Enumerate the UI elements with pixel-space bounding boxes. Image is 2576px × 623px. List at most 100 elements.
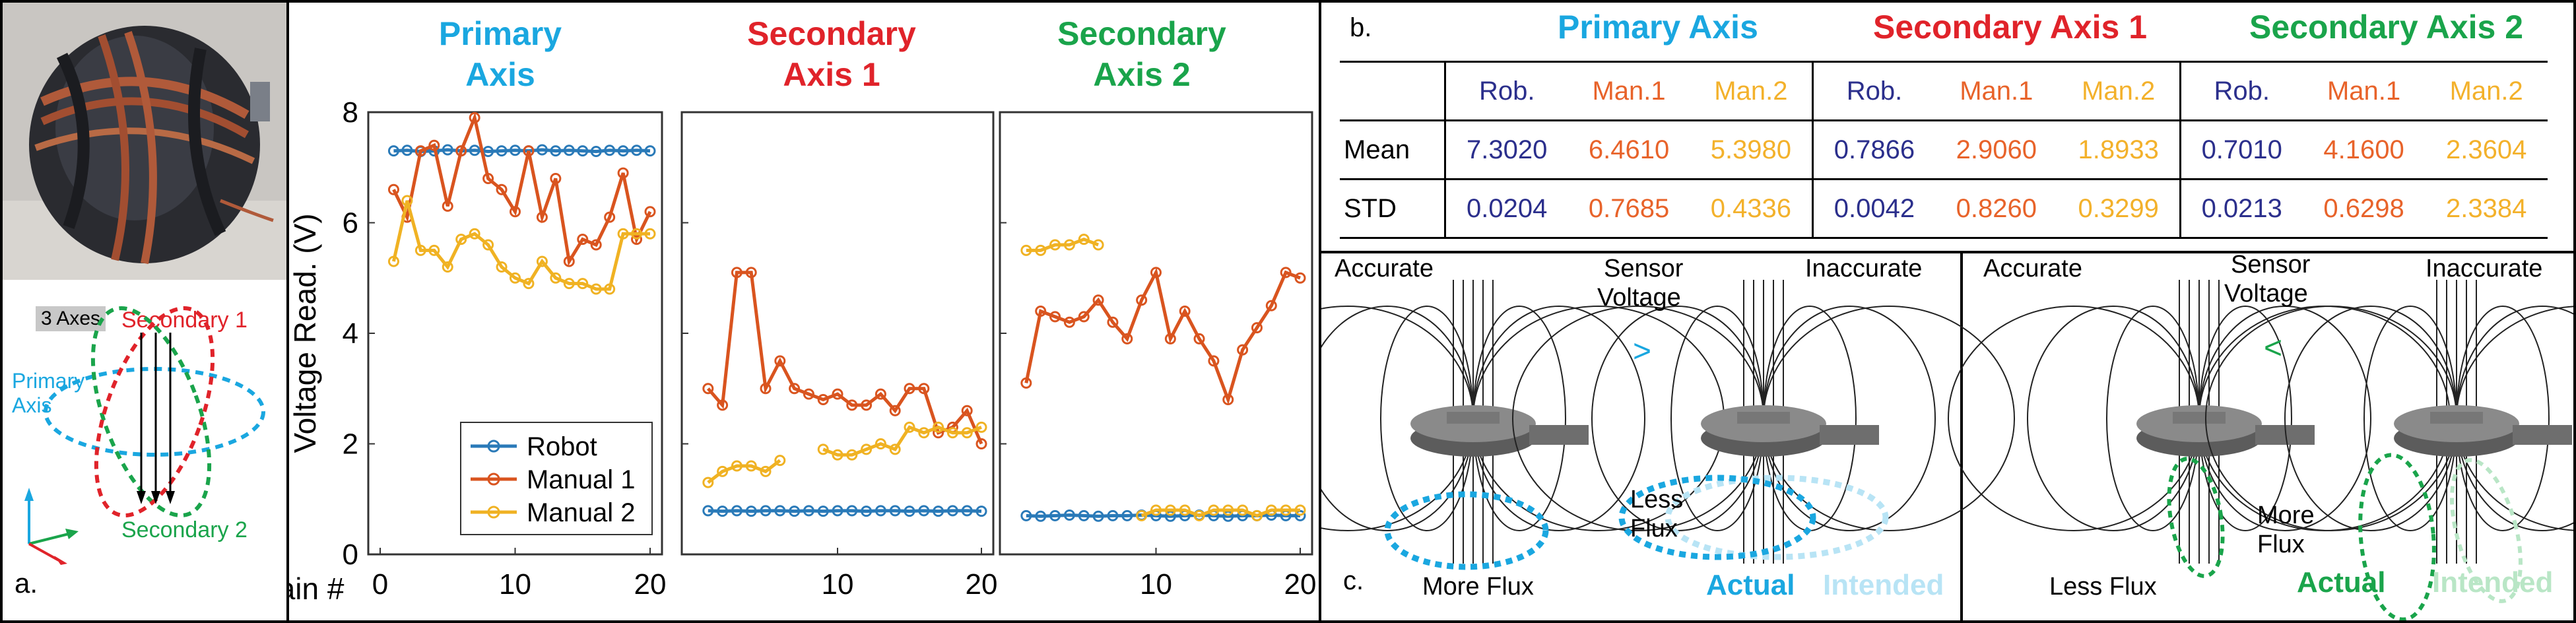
less-flux-label: Less Flux bbox=[2049, 573, 2157, 601]
data-point-robot bbox=[1035, 510, 1047, 522]
subheader-rob: Rob. bbox=[2214, 76, 2270, 106]
panel-a-label: a. bbox=[15, 568, 38, 599]
data-point-manual-1 bbox=[590, 239, 602, 251]
data-point-manual-1 bbox=[774, 355, 786, 367]
table-cell: 0.7866 bbox=[1833, 135, 1915, 164]
data-point-manual-2 bbox=[469, 228, 480, 240]
data-point-manual-2 bbox=[644, 228, 656, 240]
data-point-manual-1 bbox=[577, 234, 589, 246]
data-point-robot bbox=[550, 145, 562, 157]
inaccurate-label-left: Inaccurate bbox=[1805, 255, 1923, 282]
data-point-manual-1 bbox=[1265, 300, 1277, 312]
sensor-label-left-2: Voltage bbox=[1597, 284, 1681, 312]
data-point-manual-2 bbox=[1265, 504, 1277, 516]
data-point-manual-1 bbox=[387, 183, 399, 195]
data-point-manual-2 bbox=[832, 449, 843, 461]
coil-core bbox=[2430, 412, 2483, 424]
data-point-manual-1 bbox=[1121, 333, 1133, 344]
data-point-manual-2 bbox=[861, 443, 873, 455]
col-title-secondary-1: Secondary Axis 1 bbox=[747, 15, 916, 93]
table-header-secondary-1: Secondary Axis 1 bbox=[1873, 9, 2148, 46]
table-cell: 7.3020 bbox=[1467, 135, 1548, 164]
data-point-manual-2 bbox=[702, 476, 714, 488]
data-point-robot bbox=[702, 505, 714, 517]
data-point-manual-2 bbox=[536, 255, 548, 267]
coil-connector bbox=[1820, 425, 1879, 445]
data-point-manual-2 bbox=[975, 421, 987, 433]
data-point-robot bbox=[577, 145, 589, 157]
coil-core bbox=[1737, 412, 1790, 424]
data-point-manual-1 bbox=[832, 388, 843, 400]
data-point-robot bbox=[731, 505, 743, 517]
data-point-robot bbox=[817, 506, 829, 517]
data-point-manual-1 bbox=[1208, 355, 1220, 367]
legend-swatch-marker bbox=[487, 440, 500, 453]
data-point-robot bbox=[1020, 509, 1032, 521]
table-cell: 0.0042 bbox=[1833, 193, 1915, 223]
data-point-manual-1 bbox=[442, 200, 453, 212]
x-tick-label: 20 bbox=[966, 568, 998, 601]
data-point-manual-1 bbox=[1035, 306, 1047, 317]
coil-photo bbox=[3, 3, 286, 280]
data-point-manual-2 bbox=[875, 438, 886, 449]
data-point-manual-1 bbox=[760, 383, 772, 395]
data-point-robot bbox=[717, 506, 729, 517]
data-point-manual-1 bbox=[1136, 294, 1148, 306]
series-line-manual-2 bbox=[392, 200, 650, 291]
series-line-manual-1 bbox=[1024, 267, 1301, 405]
greater-than-symbol: > bbox=[1633, 334, 1652, 369]
secondary-2-label: Secondary 2 bbox=[121, 517, 248, 542]
col-title-secondary-2: Secondary Axis 2 bbox=[1057, 15, 1226, 93]
voltage-chart: Voltage Read. (V)02468Train #01020102010… bbox=[289, 96, 1316, 606]
data-point-manual-2 bbox=[1136, 509, 1148, 521]
data-point-robot bbox=[401, 145, 413, 156]
table-header-secondary-2: Secondary Axis 2 bbox=[2249, 9, 2524, 46]
x-tick-label: 10 bbox=[822, 568, 854, 601]
stats-table: Rob. Man.1 Man.2 Rob. Man.1 Man.2 Rob. M… bbox=[1340, 61, 2548, 239]
data-point-manual-1 bbox=[550, 173, 562, 184]
data-point-manual-1 bbox=[1179, 306, 1191, 317]
data-point-manual-1 bbox=[846, 399, 858, 411]
data-point-manual-2 bbox=[933, 421, 944, 433]
subheader-man1: Man.1 bbox=[1592, 76, 1666, 106]
series-line-manual-2 bbox=[1026, 237, 1099, 252]
data-point-manual-1 bbox=[861, 399, 873, 411]
data-point-robot bbox=[644, 145, 656, 157]
table-cell: 0.6298 bbox=[2323, 193, 2404, 223]
subheader-man1: Man.1 bbox=[2327, 76, 2401, 106]
table-cell: 5.3980 bbox=[1690, 120, 1814, 180]
table-cell: 1.8933 bbox=[2057, 120, 2181, 180]
table-cell: 0.7010 bbox=[2201, 135, 2282, 164]
data-point-manual-2 bbox=[1193, 509, 1205, 521]
data-point-manual-1 bbox=[961, 405, 973, 416]
data-point-robot bbox=[469, 145, 480, 156]
data-point-manual-1 bbox=[644, 206, 656, 218]
less-flux-label-2: Flux bbox=[1630, 515, 1678, 542]
data-point-manual-1 bbox=[1164, 333, 1176, 344]
data-point-manual-1 bbox=[469, 112, 480, 123]
data-point-robot bbox=[760, 505, 772, 517]
data-point-robot bbox=[875, 505, 886, 517]
data-point-robot bbox=[745, 506, 757, 517]
series-line-manual-2 bbox=[1140, 508, 1300, 518]
subheader-man2: Man.2 bbox=[2449, 76, 2523, 106]
accurate-label-right: Accurate bbox=[1983, 255, 2082, 282]
data-point-robot bbox=[1063, 509, 1075, 521]
x-tick-label: 10 bbox=[1140, 568, 1172, 601]
data-point-manual-1 bbox=[1150, 267, 1162, 279]
table-cell: 0.8260 bbox=[1956, 193, 2037, 223]
data-point-manual-2 bbox=[604, 283, 616, 295]
legend-swatch-marker bbox=[487, 506, 500, 519]
data-point-manual-2 bbox=[523, 278, 535, 290]
data-point-robot bbox=[918, 505, 930, 517]
data-point-robot bbox=[631, 145, 643, 156]
row-label: Mean bbox=[1340, 120, 1447, 180]
intended-label-blue: Intended bbox=[1823, 569, 1944, 601]
table-cell: 2.3604 bbox=[2446, 135, 2527, 164]
data-point-robot bbox=[442, 144, 453, 156]
table-cell: 4.1600 bbox=[2323, 135, 2404, 164]
data-point-manual-1 bbox=[1251, 322, 1263, 334]
table-cell: 6.4610 bbox=[1588, 135, 1670, 164]
secondary-1-label: Secondary 1 bbox=[121, 308, 248, 333]
plot-frame bbox=[999, 111, 1313, 556]
